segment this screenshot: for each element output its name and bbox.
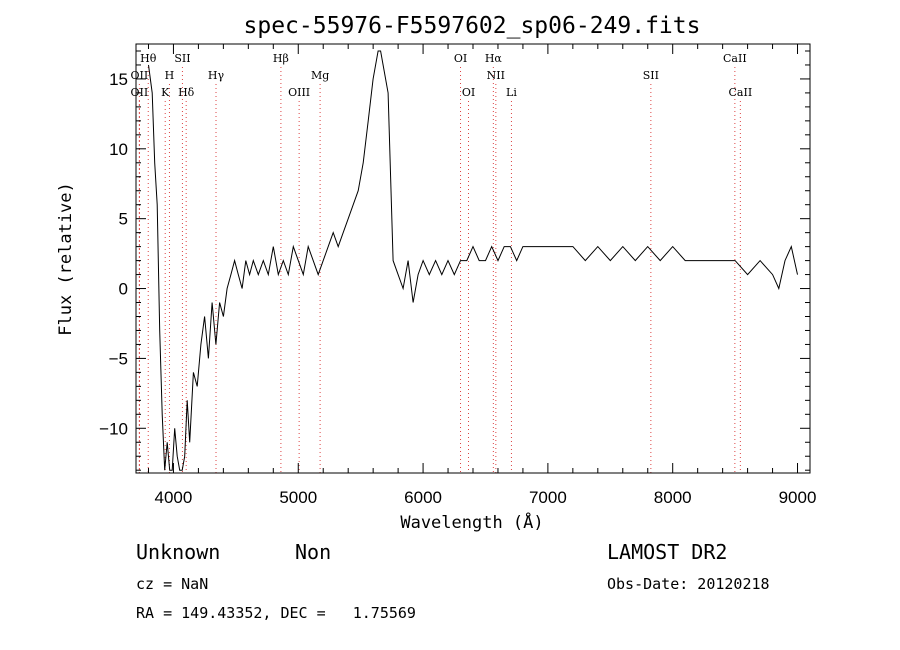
y-tick-label-1: −5 bbox=[109, 349, 128, 368]
line-label-11: OI bbox=[454, 52, 467, 65]
y-tick-label-3: 5 bbox=[119, 210, 128, 229]
x-axis-label: Wavelength (Å) bbox=[400, 511, 543, 533]
cz-value: cz = NaN bbox=[136, 575, 209, 593]
x-tick-label-1: 5000 bbox=[279, 488, 317, 507]
chart-title: spec-55976-F5597602_sp06-249.fits bbox=[244, 13, 701, 39]
line-label-8: Hβ bbox=[273, 52, 289, 65]
line-label-3: SII bbox=[174, 52, 190, 65]
line-label-15: Li bbox=[506, 86, 517, 99]
line-label-1: OII bbox=[131, 69, 149, 82]
line-label-12: Hα bbox=[485, 52, 503, 65]
plot-frame bbox=[135, 43, 811, 474]
y-tick-label-0: −10 bbox=[99, 419, 128, 438]
object-subclass: Non bbox=[295, 540, 332, 564]
line-label-7: Hγ bbox=[208, 69, 225, 82]
line-label-13: NII bbox=[487, 69, 505, 82]
y-axis-ticks: −10 −5 0 5 10 15 bbox=[99, 50, 810, 471]
y-tick-label-5: 15 bbox=[109, 70, 128, 89]
line-label-14: OI bbox=[462, 86, 475, 99]
object-class: Unknown bbox=[136, 540, 221, 564]
x-tick-label-2: 6000 bbox=[404, 488, 442, 507]
x-tick-label-4: 8000 bbox=[654, 488, 692, 507]
y-tick-label-2: 0 bbox=[119, 280, 128, 299]
obs-date: Obs-Date: 20120218 bbox=[607, 575, 770, 593]
line-label-17: CaII bbox=[723, 52, 747, 65]
spectral-line-markers bbox=[138, 67, 741, 473]
coordinates: RA = 149.43352, DEC = 1.75569 bbox=[136, 604, 416, 622]
x-tick-label-0: 4000 bbox=[155, 488, 193, 507]
survey-name: LAMOST DR2 bbox=[607, 540, 728, 564]
x-tick-label-5: 9000 bbox=[779, 488, 817, 507]
y-tick-label-4: 10 bbox=[109, 140, 128, 159]
x-tick-label-3: 7000 bbox=[529, 488, 567, 507]
line-label-18: CaII bbox=[729, 86, 753, 99]
y-axis-label: Flux (relative) bbox=[56, 182, 76, 336]
line-label-4: H bbox=[165, 69, 175, 82]
line-label-16: SII bbox=[643, 69, 659, 82]
line-label-0: Hθ bbox=[140, 52, 157, 65]
line-label-5: K bbox=[161, 86, 170, 99]
line-label-10: OIII bbox=[288, 86, 310, 99]
line-label-9: Mg bbox=[311, 69, 329, 82]
line-label-6: Hδ bbox=[178, 86, 195, 99]
spectrum-trace bbox=[148, 50, 798, 471]
x-axis-ticks: 4000 5000 6000 7000 8000 9000 bbox=[147, 44, 817, 507]
